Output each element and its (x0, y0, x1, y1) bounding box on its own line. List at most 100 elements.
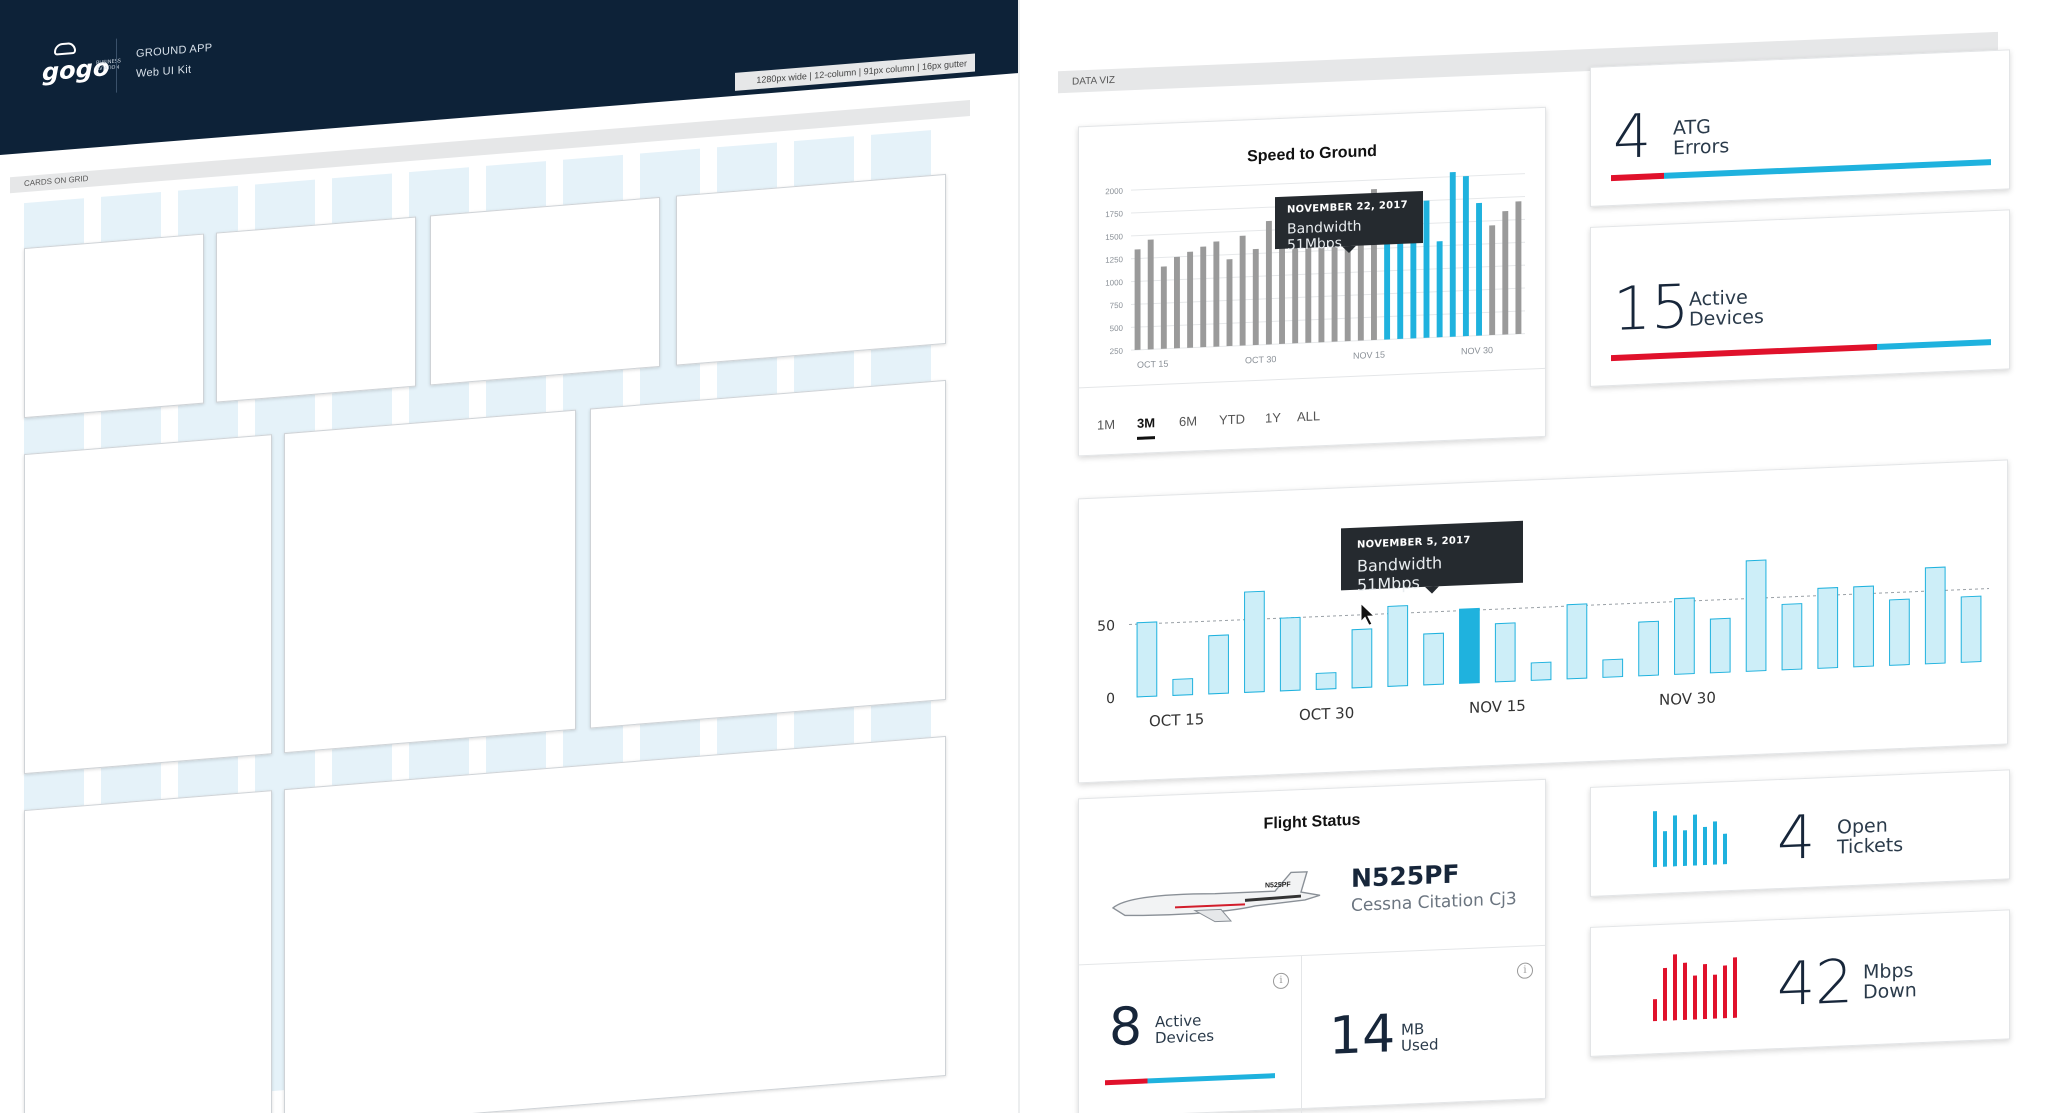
speed-bar (1252, 248, 1259, 346)
bandwidth-bar (1602, 658, 1624, 678)
spark-bar (1673, 954, 1677, 1021)
y-tick-label: 500 (1110, 324, 1124, 334)
y-tick-label: 1750 (1105, 209, 1123, 219)
spark-bar (1693, 814, 1697, 866)
header-divider (116, 38, 117, 93)
bandwidth-bar (1817, 587, 1839, 669)
spark-bar (1663, 967, 1667, 1021)
speed-bar (1213, 241, 1220, 347)
info-icon[interactable]: i (1517, 962, 1533, 980)
jet-icon: N525PF (1111, 871, 1321, 923)
x-tick-label: OCT 30 (1245, 354, 1276, 365)
grid-card (24, 434, 272, 775)
spark-bar (1703, 964, 1707, 1020)
bandwidth-bar (1674, 597, 1695, 675)
stat-value: 8 (1109, 996, 1143, 1059)
bandwidth-bar (1709, 617, 1731, 674)
tail-number: N525PF (1351, 859, 1460, 893)
spark-bar (1703, 826, 1707, 866)
y-tick-label: 0 (1106, 691, 1115, 707)
stat-value: 42 (1777, 946, 1854, 1021)
info-icon[interactable]: i (1273, 972, 1289, 990)
bandwidth-bar (1960, 595, 1982, 663)
spark-bar (1723, 833, 1727, 865)
range-selector: 1M 3M 6M YTD 1Y ALL (1079, 367, 1545, 458)
speed-bar (1436, 241, 1443, 338)
y-tick-label: 1250 (1105, 255, 1123, 265)
bandwidth-bar (1853, 585, 1874, 668)
stat-value: 15 (1613, 271, 1690, 345)
bandwidth-bar (1924, 566, 1946, 665)
x-tick-label: OCT 15 (1137, 359, 1168, 370)
x-tick-label: NOV 30 (1659, 689, 1716, 709)
stat-value: 14 (1329, 1004, 1396, 1067)
spark-bar (1693, 975, 1697, 1020)
bandwidth-bar (1208, 634, 1229, 695)
y-tick-label: 750 (1110, 301, 1124, 311)
bandwidth-bar (1566, 603, 1588, 680)
gridline (1131, 173, 1525, 191)
bandwidth-bar (1423, 632, 1444, 686)
dataviz-sheet: DATA VIZ Speed to Ground 250 500 750 1000 12… (1040, 0, 2048, 1113)
speed-bar (1279, 229, 1285, 344)
speed-bar (1292, 238, 1299, 344)
gridline (1131, 287, 1525, 305)
speed-bar (1423, 200, 1430, 338)
flight-stats: i i 8 Active Devices 14 MB Used (1079, 944, 1545, 1113)
grid-card (430, 196, 660, 386)
range-all-button[interactable]: ALL (1297, 408, 1321, 425)
reference-line (1129, 587, 1989, 626)
mbps-sparkline (1653, 954, 1737, 1022)
atg-errors-card: 4 ATG Errors (1590, 49, 2010, 207)
spark-bar (1653, 999, 1657, 1022)
speed-bar (1489, 225, 1496, 336)
speed-bar (1318, 218, 1325, 343)
y-tick-label: 250 (1110, 347, 1124, 357)
spark-bar (1713, 974, 1717, 1019)
bandwidth-tooltip: NOVEMBER 5, 2017 Bandwidth 51Mbps (1341, 520, 1523, 595)
tooltip-value: Bandwidth 51Mbps (1287, 218, 1362, 254)
speed-bar (1502, 210, 1509, 335)
range-1m-button[interactable]: 1M (1097, 416, 1116, 433)
speed-bar (1462, 176, 1469, 337)
bandwidth-bar (1172, 678, 1194, 696)
grid-card (676, 173, 946, 366)
y-tick-label: 2000 (1105, 187, 1123, 197)
stat-label: Mbps Down (1863, 959, 1917, 1004)
x-tick-label: NOV 15 (1353, 350, 1385, 361)
mbps-down-card: 42 Mbps Down (1590, 909, 2010, 1057)
bandwidth-bar (1638, 620, 1659, 677)
spark-bar (1663, 831, 1667, 867)
y-tick-label: 1500 (1105, 232, 1123, 242)
header-title-block: GROUND APP Web UI Kit (136, 38, 212, 84)
active-devices-card: 15 Active Devices (1590, 209, 2010, 387)
speed-bar (1476, 202, 1482, 336)
range-1y-button[interactable]: 1Y (1265, 409, 1281, 426)
stat-progress-bar (1611, 159, 1991, 182)
bandwidth-chart: 0 50 OCT 15 OCT 30 NOV 15 NOV 30 (1097, 559, 1989, 730)
range-3m-button[interactable]: 3M (1137, 415, 1156, 440)
speed-to-ground-card: Speed to Ground 250 500 750 1000 1250 1500 175… (1078, 106, 1546, 458)
aircraft-livery-text: N525PF (1265, 881, 1291, 889)
grid-card (284, 735, 946, 1113)
bandwidth-bar (1745, 559, 1767, 672)
range-6m-button[interactable]: 6M (1179, 413, 1198, 430)
speed-bar (1515, 201, 1522, 335)
tooltip-value: Bandwidth 51Mbps (1357, 553, 1443, 595)
tooltip-date: NOVEMBER 22, 2017 (1287, 199, 1408, 216)
open-tickets-card: 4 Open Tickets (1590, 769, 2010, 897)
spark-bar (1653, 811, 1657, 868)
aircraft-model: Cessna Citation Cj3 (1351, 889, 1517, 916)
speed-bar (1187, 251, 1194, 348)
grid-card (24, 790, 272, 1113)
x-tick-label: OCT 30 (1299, 704, 1354, 724)
bandwidth-bar (1244, 590, 1265, 693)
bandwidth-bar (1781, 603, 1803, 671)
speed-tooltip: NOVEMBER 22, 2017 Bandwidth 51Mbps (1275, 190, 1423, 254)
bandwidth-bar (1530, 661, 1552, 681)
spark-bar (1683, 830, 1687, 867)
gridline (1131, 310, 1525, 328)
spark-bar (1673, 815, 1677, 867)
range-ytd-button[interactable]: YTD (1219, 411, 1245, 428)
sheet-divider (1018, 0, 1020, 1113)
